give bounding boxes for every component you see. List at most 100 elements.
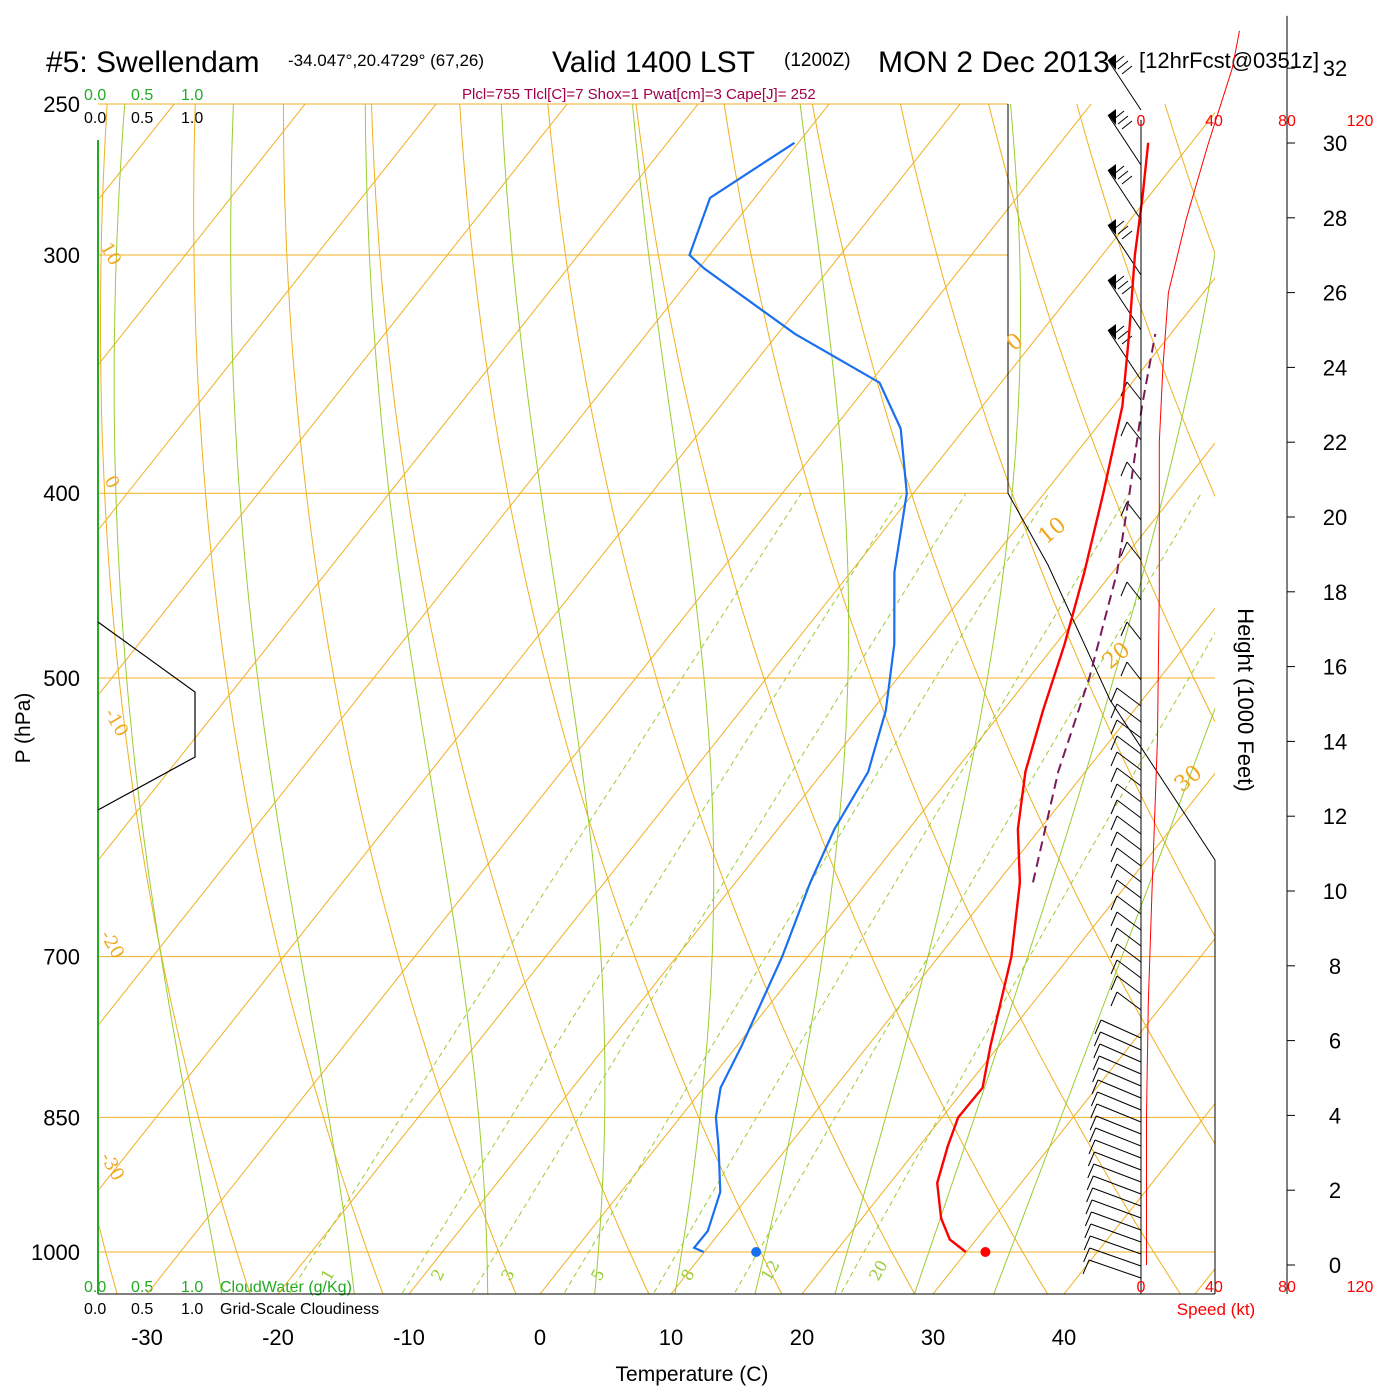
sounding-profiles [688, 141, 1157, 1257]
dry-adiabat-line [459, 104, 783, 1294]
moist-adiabat-line [364, 104, 489, 1294]
wind-barb-staff [1099, 1043, 1142, 1063]
wind-barb-staff [1116, 975, 1142, 995]
wind-barb-feather [1088, 1139, 1096, 1155]
wind-barb-staff [1116, 815, 1142, 835]
wind-barb-staff [1107, 169, 1142, 221]
wind-barbs [1082, 54, 1142, 1279]
sounding-params: Plcl=755 Tlcl[C]=7 Shox=1 Pwat[cm]=3 Cap… [462, 86, 816, 103]
wind-barb-staff [1116, 719, 1142, 739]
wind-barb-staff [1126, 421, 1142, 441]
speed-tick-label-top: 0 [1137, 113, 1146, 130]
moist-adiabat-line [230, 104, 355, 1294]
wind-barb-feather [1120, 501, 1128, 517]
wind-barb-staff [1107, 59, 1142, 111]
mixing-ratio-line [839, 631, 1215, 1294]
isotherm-label: 0 [100, 472, 124, 492]
wind-barb-staff [1116, 911, 1142, 931]
speed-tick-label-top: 80 [1278, 113, 1296, 130]
cloud-water-label: CloudWater (g/Kg) [220, 1279, 352, 1296]
wind-barb-feather [1086, 1187, 1094, 1203]
wind-barb-staff [1089, 1247, 1142, 1267]
wind-barb-feather [1117, 330, 1129, 340]
temperature-tick-label: 20 [790, 1325, 814, 1350]
isotherm-label: -20 [96, 927, 129, 963]
height-tick-label: 20 [1323, 505, 1347, 530]
wind-barb-staff [1097, 1091, 1142, 1111]
wind-barb-feather [1120, 461, 1128, 477]
pressure-tick-label: 400 [43, 481, 80, 506]
wind-barb-staff [1126, 461, 1142, 481]
wind-barb-feather [1087, 1163, 1095, 1179]
isotherm-line [0, 0, 126, 1294]
wind-barb-feather [1113, 325, 1125, 335]
wind-barb-feather [1121, 120, 1133, 130]
moist-adiabat-line [754, 104, 850, 1294]
wind-barb-feather [1117, 280, 1129, 290]
speed-tick-label-bottom: 80 [1278, 1279, 1296, 1296]
wind-barb-feather [1110, 879, 1118, 895]
temperature-tick-label: -10 [393, 1325, 425, 1350]
dry-adiabat-line [811, 104, 1215, 1145]
wind-barb-staff [1126, 501, 1142, 521]
wind-barb-staff [1116, 991, 1142, 1011]
wind-barb-staff [1116, 735, 1142, 755]
wind-barb-staff [1090, 1235, 1142, 1255]
mixing-ratio-label: 3 [497, 1266, 519, 1284]
cloudiness-tick: 1.0 [181, 1301, 203, 1318]
wind-barb-feather [1083, 1235, 1091, 1251]
wind-barb-feather [1089, 1115, 1097, 1131]
wind-barb-staff [1088, 1259, 1142, 1279]
wind-barb-feather [1110, 895, 1118, 911]
wind-barb-staff [1100, 1019, 1142, 1039]
isotherm-line [801, 772, 1215, 1294]
moist-adiabat-line [500, 104, 606, 1294]
wind-barb-feather [1110, 975, 1118, 991]
wind-barb-feather [1117, 115, 1129, 125]
pressure-tick-label: 1000 [31, 1240, 80, 1265]
height-tick-label: 8 [1329, 954, 1341, 979]
moist-adiabat-line [834, 104, 1021, 1294]
isotherm-line [98, 104, 175, 201]
wind-barb-staff [1116, 847, 1142, 867]
dry-adiabat-line [723, 104, 1182, 1294]
moist-adiabat-line [993, 707, 1215, 1294]
mixing-ratio-label: 5 [587, 1266, 609, 1284]
mixing-ratio-line [401, 492, 904, 1294]
surface-temperature-marker [980, 1247, 991, 1257]
height-tick-label: 28 [1323, 206, 1347, 231]
dry-adiabat-line [1164, 104, 1215, 255]
moist-adiabat-line [113, 104, 223, 1294]
wind-barb-pennant [1108, 54, 1116, 70]
cloudiness-tick: 0.5 [131, 110, 153, 127]
wind-barb-staff [1096, 1103, 1142, 1123]
cloud-axis-bottom: 0.0 0.5 1.0 CloudWater (g/Kg) 0.0 0.5 1.… [84, 1279, 379, 1318]
isotherm-line [98, 104, 437, 531]
mixing-ratio-label: 8 [677, 1266, 699, 1284]
cloud-water-tick: 0.5 [131, 1279, 153, 1296]
wind-barb-pennant [1108, 324, 1116, 340]
cloud-axis-top: 0.0 0.5 1.0 0.0 0.5 1.0 [84, 87, 203, 127]
wind-barb-feather [1117, 170, 1129, 180]
wind-barb-staff [1116, 863, 1142, 883]
wind-barb-staff [1098, 1067, 1142, 1087]
isotherm-line [146, 104, 1092, 1294]
wind-barb-staff [1093, 1163, 1142, 1183]
wind-barb-feather [1110, 751, 1118, 767]
parcel-profile-line [1032, 333, 1157, 883]
background-grid [0, 0, 1216, 1295]
temperature-profile-line [935, 142, 1150, 1253]
wind-barb-feather [1121, 285, 1133, 295]
wind-barb-feather [1094, 1019, 1102, 1035]
wind-barb-feather [1089, 1127, 1097, 1143]
speed-tick-label-top: 40 [1205, 113, 1223, 130]
wind-barb-feather [1110, 799, 1118, 815]
height-tick-label: 14 [1323, 729, 1347, 754]
y-axis-label: P (hPa) [12, 693, 35, 764]
wind-barb-feather [1110, 703, 1118, 719]
wind-barb-staff [1126, 381, 1142, 401]
surface-dewpoint-marker [751, 1247, 762, 1257]
wind-barb-staff [1126, 541, 1142, 561]
isotherm-line [98, 104, 568, 697]
wind-barb-feather [1093, 1031, 1101, 1047]
